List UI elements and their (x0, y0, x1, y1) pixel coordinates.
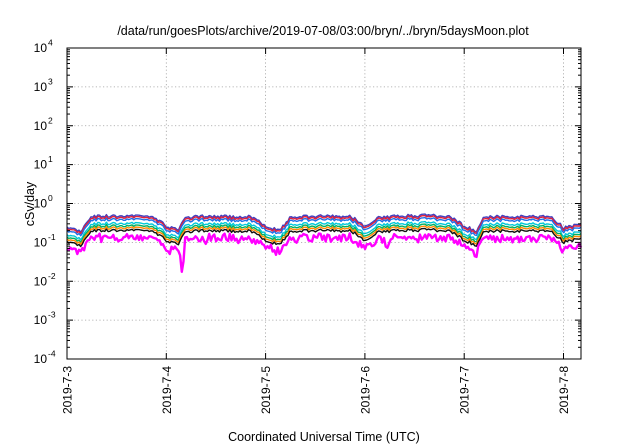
axis-ticks (66, 47, 581, 360)
y-tick-base: 10 (34, 352, 48, 366)
y-tick-base: 10 (34, 274, 48, 288)
x-tick-label: 2019-7-6 (358, 366, 372, 414)
y-tick-label: 10 1 (34, 154, 53, 172)
y-tick-base: 10 (34, 119, 48, 133)
y-tick-exponent: 3 (48, 76, 53, 86)
y-tick-exponent: -2 (48, 271, 56, 281)
y-tick-base: 10 (34, 80, 48, 94)
y-tick-exponent: 1 (48, 154, 53, 164)
x-tick-label: 2019-7-7 (458, 366, 472, 414)
y-tick-base: 10 (34, 235, 48, 249)
x-tick-label: 2019-7-3 (61, 366, 75, 414)
x-tick-label: 2019-7-8 (557, 366, 571, 414)
y-tick-exponent: -1 (48, 232, 56, 242)
y-tick-label: 10 0 (34, 193, 53, 211)
x-axis-label: Coordinated Universal Time (UTC) (228, 430, 420, 444)
y-tick-exponent: 2 (48, 115, 53, 125)
x-tick-label: 2019-7-5 (259, 366, 273, 414)
y-tick-label: 10 -3 (34, 310, 56, 328)
series-line (66, 220, 582, 241)
data-series (66, 213, 583, 273)
y-tick-exponent: -4 (48, 349, 56, 359)
y-tick-base: 10 (34, 313, 48, 327)
y-tick-label: 10 -4 (34, 349, 56, 367)
y-tick-label: 10 -2 (34, 271, 56, 289)
series-line (66, 214, 582, 235)
series-line (66, 213, 582, 233)
y-axis-label: cSv/day (23, 181, 37, 226)
series-line (66, 225, 582, 245)
y-tick-exponent: 4 (48, 38, 53, 48)
y-tick-exponent: 0 (48, 193, 53, 203)
grid-lines (67, 48, 581, 359)
y-tick-exponent: -3 (48, 310, 56, 320)
chart-title: /data/run/goesPlots/archive/2019-07-08/0… (117, 24, 529, 38)
series-line (66, 232, 583, 273)
x-tick-labels: 2019-7-3 2019-7-4 2019-7-5 2019-7-6 2019-7-7… (61, 366, 572, 414)
y-tick-base: 10 (34, 197, 48, 211)
series-line (66, 223, 582, 243)
x-tick-label: 2019-7-4 (160, 366, 174, 414)
y-tick-label: 10 2 (34, 115, 53, 133)
y-tick-label: 10 -1 (34, 232, 56, 250)
series-line (66, 227, 582, 248)
y-tick-base: 10 (34, 158, 48, 172)
y-tick-label: 10 3 (34, 76, 53, 94)
y-tick-label: 10 4 (34, 38, 53, 56)
y-tick-base: 10 (34, 41, 48, 55)
series-line (66, 216, 582, 237)
